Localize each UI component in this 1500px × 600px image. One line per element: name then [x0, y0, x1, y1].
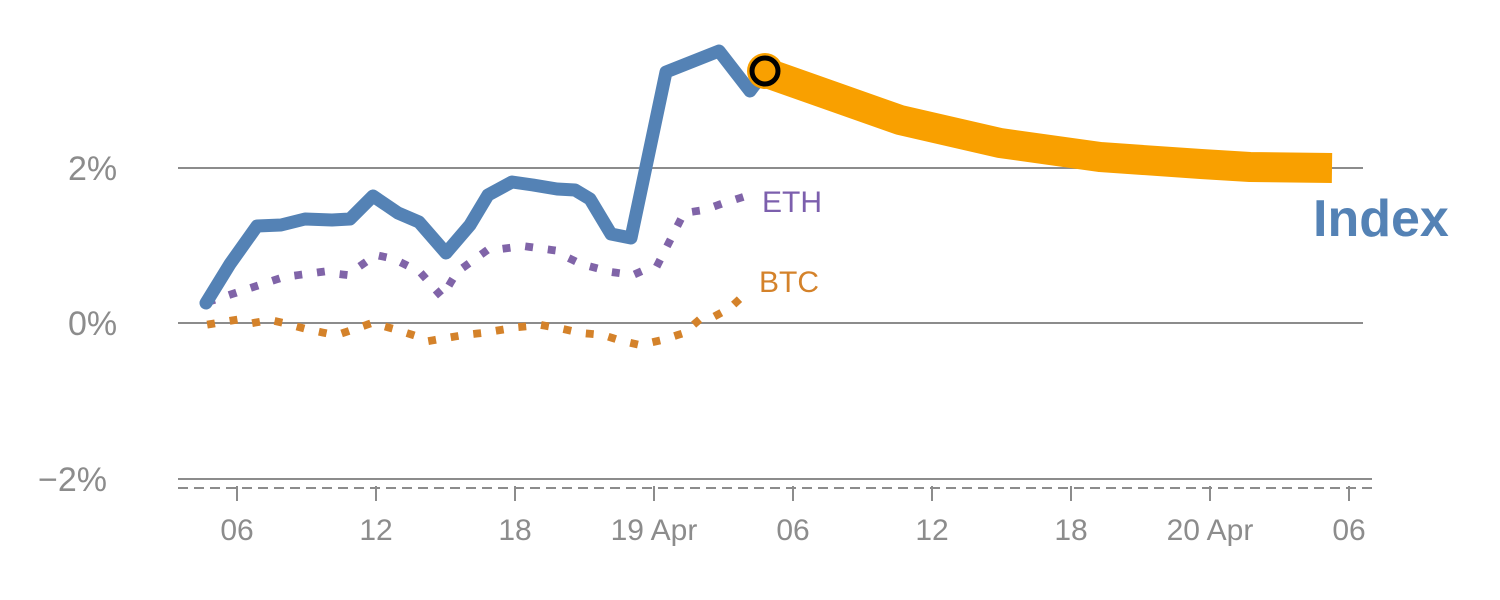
- svg-text:ETH: ETH: [762, 186, 822, 219]
- svg-text:−2%: −2%: [38, 461, 107, 499]
- svg-text:18: 18: [1054, 514, 1087, 547]
- svg-text:18: 18: [498, 514, 531, 547]
- svg-text:12: 12: [915, 514, 948, 547]
- svg-text:2%: 2%: [68, 150, 117, 188]
- svg-text:BTC: BTC: [759, 266, 819, 299]
- svg-text:Index: Index: [1313, 190, 1449, 248]
- svg-text:06: 06: [776, 514, 809, 547]
- svg-text:20 Apr: 20 Apr: [1167, 514, 1254, 547]
- svg-text:19 Apr: 19 Apr: [611, 514, 698, 547]
- svg-text:06: 06: [220, 514, 253, 547]
- svg-text:0%: 0%: [68, 305, 117, 343]
- svg-text:06: 06: [1332, 514, 1365, 547]
- svg-text:12: 12: [359, 514, 392, 547]
